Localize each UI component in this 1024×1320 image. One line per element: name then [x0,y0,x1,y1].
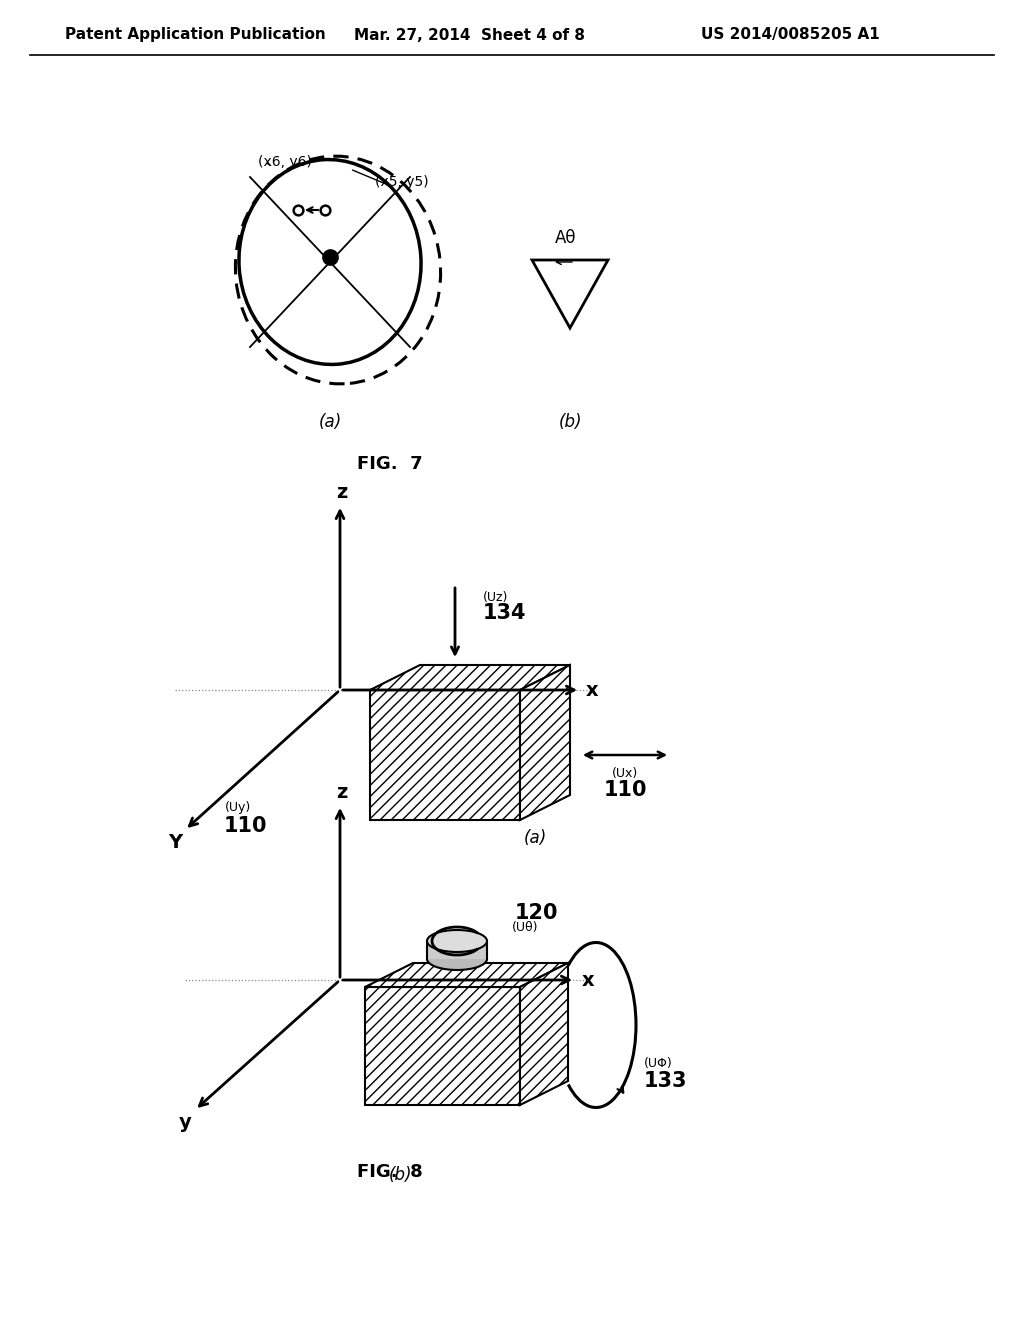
Text: 120: 120 [515,903,558,923]
Polygon shape [427,941,487,960]
Text: Aθ: Aθ [555,228,577,247]
Polygon shape [370,690,520,820]
Polygon shape [365,987,520,1105]
Text: x: x [582,970,594,990]
Text: (a): (a) [318,413,342,432]
Text: (a): (a) [523,829,547,847]
Text: FIG.  8: FIG. 8 [357,1163,423,1181]
Text: 133: 133 [644,1071,687,1092]
Text: y: y [178,1113,191,1131]
Ellipse shape [427,931,487,952]
Ellipse shape [427,948,487,970]
Text: Y: Y [168,833,182,851]
Text: US 2014/0085205 A1: US 2014/0085205 A1 [700,28,880,42]
Text: (Ux): (Ux) [612,767,638,780]
Polygon shape [365,964,568,987]
Polygon shape [520,964,568,1105]
Text: Patent Application Publication: Patent Application Publication [65,28,326,42]
Text: (Uθ): (Uθ) [512,921,539,935]
Text: (Uy): (Uy) [225,801,251,814]
Text: (UΦ): (UΦ) [644,1056,673,1069]
Text: (x5, y5): (x5, y5) [375,176,429,189]
Text: (b): (b) [558,413,582,432]
Text: 110: 110 [223,816,266,836]
Text: FIG.  7: FIG. 7 [357,455,423,473]
Text: x: x [586,681,598,700]
Polygon shape [520,665,570,820]
Polygon shape [370,665,570,690]
Text: Mar. 27, 2014  Sheet 4 of 8: Mar. 27, 2014 Sheet 4 of 8 [354,28,586,42]
Text: z: z [336,783,347,801]
Text: 134: 134 [483,603,526,623]
Text: (Uz): (Uz) [483,590,508,603]
Text: (b): (b) [388,1166,412,1184]
Text: z: z [336,483,347,502]
Text: (x6, y6): (x6, y6) [258,154,312,169]
Text: 110: 110 [603,780,647,800]
